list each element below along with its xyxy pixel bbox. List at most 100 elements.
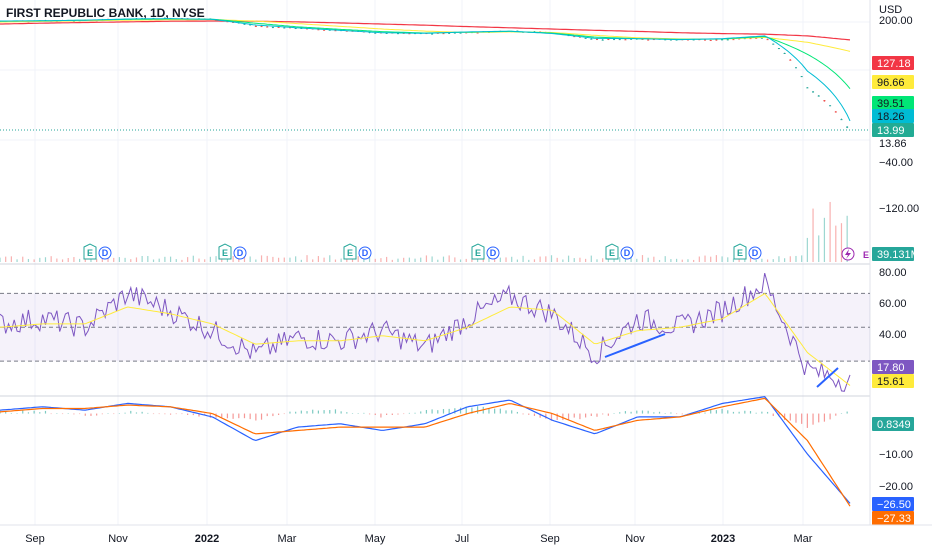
- earnings-label: E: [87, 248, 93, 258]
- volume-bar: [124, 257, 126, 262]
- candle-body: [254, 26, 257, 28]
- macd-signal-line: [0, 397, 851, 507]
- macd-histogram-bar: [44, 410, 47, 414]
- candle-body: [385, 32, 388, 34]
- macd-histogram-bar: [465, 406, 467, 414]
- price-axis[interactable]: 200.00 13.86 −40.00 −120.00 127.18 96.66 39.51…: [872, 15, 920, 525]
- sma200-line: [0, 20, 851, 41]
- macd-histogram-bar: [33, 410, 35, 414]
- candle-body: [715, 39, 718, 41]
- macd-histogram-bar: [772, 413, 774, 417]
- macd-histogram-bar: [476, 406, 479, 414]
- volume-bar: [420, 257, 422, 262]
- candle-body: [334, 30, 337, 32]
- currency-label: USD: [879, 4, 902, 16]
- volume-bar: [698, 256, 700, 262]
- candle-body: [249, 24, 252, 26]
- date-label: Nov: [625, 533, 645, 545]
- rsi-badge: 15.61: [872, 374, 914, 388]
- candle-body: [732, 39, 735, 41]
- volume-bar: [414, 258, 416, 262]
- macd-histogram-bar: [90, 413, 92, 416]
- macd-histogram-bar: [459, 407, 462, 414]
- macd-histogram-bar: [255, 413, 257, 421]
- volume-bar: [368, 256, 371, 262]
- macd-histogram-bar: [647, 410, 649, 414]
- volume-bar: [522, 255, 524, 262]
- macd-histogram-bar: [363, 412, 365, 414]
- candle-body: [760, 37, 763, 39]
- macd-histogram-bar: [755, 412, 757, 414]
- volume-bar: [152, 259, 155, 262]
- macd-histogram-bar: [596, 413, 598, 417]
- macd-histogram-bar: [238, 413, 240, 419]
- volume-bar: [789, 256, 791, 262]
- volume-bar: [664, 256, 666, 262]
- candle-body: [277, 27, 280, 29]
- volume-bar: [732, 258, 735, 262]
- volume-bar: [596, 259, 598, 262]
- candle-body: [709, 40, 712, 42]
- volume-bar: [169, 256, 172, 262]
- macd-histogram-bar: [448, 408, 450, 414]
- volume-bar: [78, 258, 81, 262]
- candle-body: [323, 29, 326, 31]
- volume-bar: [306, 255, 308, 262]
- macd-histogram-bar: [295, 411, 297, 414]
- macd-histogram-bar: [522, 413, 524, 415]
- date-axis[interactable]: Sep Nov 2022 Mar May Jul Sep Nov 2023 Mar: [0, 524, 932, 545]
- volume-bar: [141, 255, 143, 262]
- macd-histogram-bar: [351, 413, 354, 414]
- macd-histogram-bar: [130, 410, 132, 414]
- macd-histogram-bar: [272, 413, 274, 417]
- macd-histogram-bar: [499, 408, 501, 414]
- macd-histogram-bar: [243, 413, 246, 419]
- macd-histogram-bar: [226, 413, 229, 419]
- macd-pane[interactable]: [0, 396, 851, 507]
- macd-histogram-bar: [277, 413, 280, 415]
- macd-histogram-bar: [732, 411, 735, 414]
- price-badge-text: 13.99: [877, 125, 905, 137]
- volume-bar: [846, 215, 848, 262]
- rsi-pane[interactable]: [0, 272, 870, 392]
- macd-histogram-bar: [61, 413, 64, 415]
- volume-bar: [471, 259, 473, 262]
- candle-body: [806, 87, 809, 89]
- macd-histogram-bar: [5, 411, 7, 414]
- candle-body: [595, 39, 598, 41]
- dividend-label: D: [237, 248, 244, 258]
- candle-body: [431, 33, 434, 35]
- macd-histogram-bar: [789, 413, 791, 421]
- volume-bar: [454, 257, 456, 262]
- macd-histogram-bar: [801, 413, 803, 424]
- candle-body: [374, 32, 377, 34]
- volume-bar: [283, 257, 285, 262]
- macd-histogram-bar: [283, 413, 285, 415]
- macd-histogram-bar: [727, 410, 729, 414]
- candle-body: [794, 67, 797, 69]
- date-label: Sep: [540, 533, 560, 545]
- macd-histogram-bar: [516, 411, 518, 414]
- volume-bar: [374, 258, 376, 262]
- volume-bar: [158, 258, 160, 262]
- volume-bar: [277, 257, 280, 262]
- volume-bar: [380, 258, 382, 262]
- macd-histogram-bar: [158, 413, 160, 415]
- volume-bar: [312, 259, 314, 262]
- dividend-icon: [620, 246, 634, 260]
- dividend-label: D: [752, 248, 759, 258]
- price-pane[interactable]: [0, 17, 870, 131]
- candle-body: [800, 76, 803, 78]
- macd-histogram-bar: [698, 412, 700, 414]
- volume-bar: [630, 255, 632, 262]
- macd-histogram-bar: [420, 411, 422, 414]
- macd-histogram-bar: [22, 410, 24, 414]
